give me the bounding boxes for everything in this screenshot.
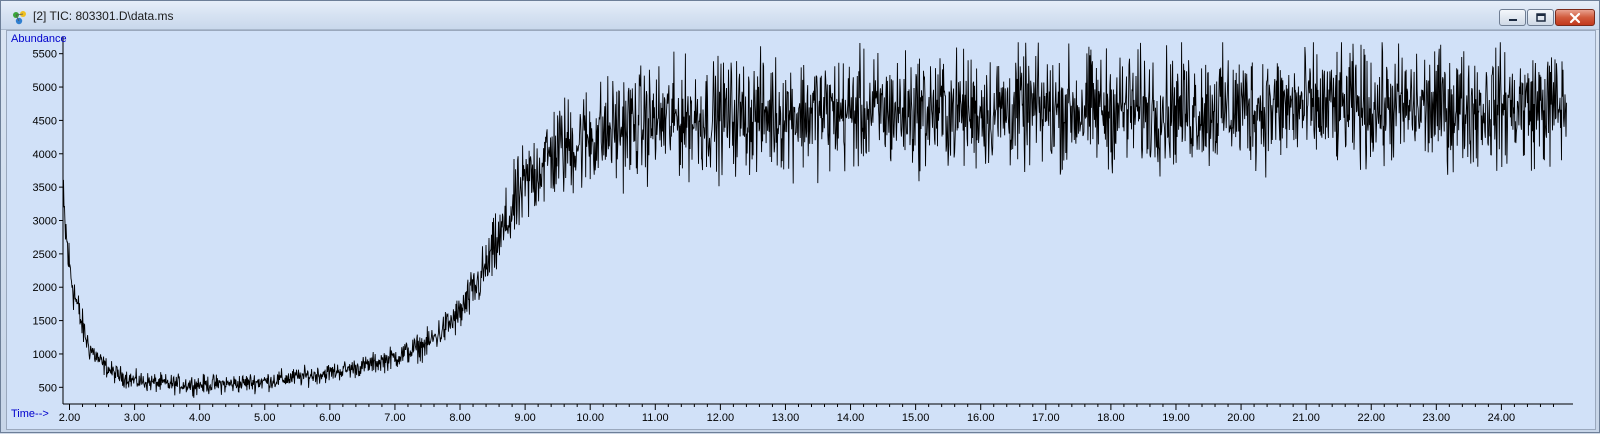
x-tick-label: 18.00 xyxy=(1097,412,1125,424)
title-bar[interactable]: [2] TIC: 803301.D\data.ms xyxy=(1,1,1599,30)
x-axis-label: Time--> xyxy=(11,408,49,420)
close-icon xyxy=(1569,12,1581,23)
x-tick-label: 4.00 xyxy=(189,412,210,424)
x-tick-label: 2.00 xyxy=(59,412,80,424)
plot-area[interactable]: 500 1000 1500 2000 2500 3000 3500 4000 4500 5000 5… xyxy=(6,30,1596,430)
y-tick-label: 2500 xyxy=(33,249,57,261)
y-tick-label: 1500 xyxy=(33,316,57,328)
y-tick-label: 4500 xyxy=(33,115,57,127)
x-tick-label: 12.00 xyxy=(707,412,735,424)
y-tick-label: 5000 xyxy=(33,82,57,94)
y-tick-label: 4000 xyxy=(33,149,57,161)
minimize-icon xyxy=(1508,18,1517,21)
y-tick-label: 5500 xyxy=(33,49,57,61)
x-tick-label: 9.00 xyxy=(514,412,535,424)
y-tick-label: 2000 xyxy=(33,282,57,294)
x-tick-label: 10.00 xyxy=(576,412,604,424)
x-tick-label: 3.00 xyxy=(124,412,145,424)
x-tick-label: 24.00 xyxy=(1488,412,1516,424)
x-axis: 2.00 3.00 4.00 5.00 6.00 7.00 8.00 9.00 10.00 11.… xyxy=(59,404,1554,424)
series-line xyxy=(62,42,1567,398)
chemstation-molecule-icon xyxy=(13,11,26,25)
close-button[interactable] xyxy=(1555,9,1595,26)
y-axis: 500 1000 1500 2000 2500 3000 3500 4000 4500 5000 5… xyxy=(33,49,63,394)
minimize-button[interactable] xyxy=(1499,9,1526,26)
x-tick-label: 15.00 xyxy=(902,412,930,424)
x-tick-label: 6.00 xyxy=(319,412,340,424)
y-tick-label: 1000 xyxy=(33,349,57,361)
maximize-icon xyxy=(1535,12,1546,22)
x-tick-label: 14.00 xyxy=(837,412,865,424)
y-tick-label: 500 xyxy=(39,382,57,394)
x-tick-label: 5.00 xyxy=(254,412,275,424)
x-tick-label: 23.00 xyxy=(1423,412,1451,424)
tic-chart[interactable]: 500 1000 1500 2000 2500 3000 3500 4000 4500 5000 5… xyxy=(7,31,1595,429)
x-tick-label: 16.00 xyxy=(967,412,995,424)
x-tick-label: 17.00 xyxy=(1032,412,1060,424)
x-tick-label: 11.00 xyxy=(642,412,669,424)
maximize-button[interactable] xyxy=(1527,9,1554,26)
window-title: [2] TIC: 803301.D\data.ms xyxy=(33,9,174,23)
x-tick-label: 7.00 xyxy=(384,412,405,424)
x-tick-label: 8.00 xyxy=(449,412,470,424)
x-tick-label: 22.00 xyxy=(1357,412,1385,424)
y-tick-label: 3000 xyxy=(33,216,57,228)
x-tick-label: 20.00 xyxy=(1227,412,1255,424)
y-axis-label: Abundance xyxy=(11,33,67,45)
x-tick-label: 21.00 xyxy=(1292,412,1320,424)
y-tick-label: 3500 xyxy=(33,182,57,194)
x-tick-label: 13.00 xyxy=(772,412,800,424)
x-tick-label: 19.00 xyxy=(1162,412,1190,424)
